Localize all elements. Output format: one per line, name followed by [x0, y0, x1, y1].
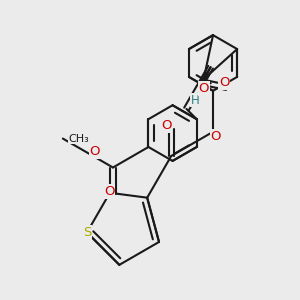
Text: O: O — [90, 145, 100, 158]
Text: O: O — [161, 119, 172, 132]
Text: O: O — [219, 76, 230, 89]
Text: O: O — [210, 130, 221, 143]
Text: CH₃: CH₃ — [69, 134, 89, 144]
Text: O: O — [199, 82, 209, 95]
Text: H: H — [191, 94, 200, 107]
Text: S: S — [83, 226, 91, 239]
Text: O: O — [104, 185, 114, 198]
